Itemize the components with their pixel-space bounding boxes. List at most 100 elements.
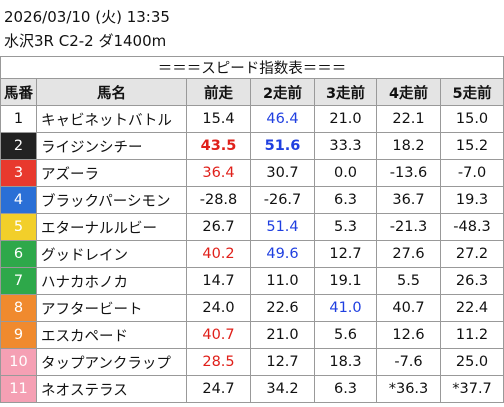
speed-index: 12.6 [376,321,441,349]
horse-name: ライジンシチー [36,132,187,160]
column-header: 3走前 [314,78,377,106]
horse-row: 7 ハナカホノカ 14.7 11.0 19.1 5.5 26.3 [0,267,504,295]
column-header: 4走前 [376,78,441,106]
horse-name: アズーラ [36,159,187,187]
header-row: 馬番 馬名 前走 2走前 3走前 4走前 5走前 [0,78,504,106]
speed-index: 27.6 [376,240,441,268]
speed-index: -21.3 [376,213,441,241]
horse-row: 2 ライジンシチー 43.5 51.6 33.3 18.2 15.2 [0,132,504,160]
speed-index: 30.7 [250,159,315,187]
speed-index: 19.3 [439,186,504,214]
horse-name: ネオステラス [36,375,187,403]
speed-index: 43.5 [186,132,251,160]
datetime: 2026/03/10 (火) 13:35 [4,8,170,26]
speed-index: 15.4 [186,105,251,133]
speed-index: 15.0 [439,105,504,133]
speed-index: *36.3 [376,375,441,403]
column-header: 2走前 [250,78,315,106]
speed-index: 26.3 [439,267,504,295]
speed-index: 6.3 [314,375,377,403]
speed-index: 12.7 [250,348,315,376]
speed-index: -7.0 [439,159,504,187]
speed-index: -48.3 [439,213,504,241]
speed-index: 21.0 [250,321,315,349]
horse-name: キャビネットバトル [36,105,187,133]
speed-index: 11.2 [439,321,504,349]
column-header: 5走前 [439,78,504,106]
horse-number: 5 [0,213,37,241]
horse-number: 10 [0,348,37,376]
horse-name: ハナカホノカ [36,267,187,295]
table-title: ＝＝＝スピード指数表＝＝＝ [0,56,504,79]
speed-index: 25.0 [439,348,504,376]
horse-row: 1 キャビネットバトル 15.4 46.4 21.0 22.1 15.0 [0,105,504,133]
horse-name: ブラックパーシモン [36,186,187,214]
speed-index: 5.3 [314,213,377,241]
speed-index: -26.7 [250,186,315,214]
horse-number: 8 [0,294,37,322]
horse-row: 10 タップアンクラップ 28.5 12.7 18.3 -7.6 25.0 [0,348,504,376]
speed-index: 18.3 [314,348,377,376]
speed-index: 18.2 [376,132,441,160]
speed-index: -28.8 [186,186,251,214]
speed-index: 22.1 [376,105,441,133]
horse-row: 5 エターナルルビー 26.7 51.4 5.3 -21.3 -48.3 [0,213,504,241]
speed-index: 24.7 [186,375,251,403]
speed-index: 6.3 [314,186,377,214]
horse-number: 3 [0,159,37,187]
speed-index: 26.7 [186,213,251,241]
horse-number: 4 [0,186,37,214]
speed-index: 12.7 [314,240,377,268]
horse-name: グッドレイン [36,240,187,268]
speed-index: 24.0 [186,294,251,322]
speed-index: 5.5 [376,267,441,295]
speed-index: 22.6 [250,294,315,322]
horse-number: 9 [0,321,37,349]
horse-number: 11 [0,375,37,403]
column-header: 馬名 [36,78,187,106]
speed-index: 0.0 [314,159,377,187]
speed-index: 19.1 [314,267,377,295]
horse-number: 1 [0,105,37,133]
speed-index: 40.7 [376,294,441,322]
speed-index: 34.2 [250,375,315,403]
horse-row: 3 アズーラ 36.4 30.7 0.0 -13.6 -7.0 [0,159,504,187]
horse-name: アフタービート [36,294,187,322]
speed-index: *37.7 [439,375,504,403]
speed-index: 49.6 [250,240,315,268]
speed-index: 40.7 [186,321,251,349]
speed-index: -13.6 [376,159,441,187]
speed-index: 46.4 [250,105,315,133]
horse-row: 8 アフタービート 24.0 22.6 41.0 40.7 22.4 [0,294,504,322]
speed-index: 15.2 [439,132,504,160]
speed-index: 36.4 [186,159,251,187]
speed-index: 14.7 [186,267,251,295]
column-header: 馬番 [0,78,37,106]
horse-name: エターナルルビー [36,213,187,241]
horse-row: 4 ブラックパーシモン -28.8 -26.7 6.3 36.7 19.3 [0,186,504,214]
speed-table: ＝＝＝スピード指数表＝＝＝ 馬番 馬名 前走 2走前 3走前 4走前 5走前 1 キャビネットバ… [0,56,504,403]
speed-index: 28.5 [186,348,251,376]
horse-row: 9 エスカペード 40.7 21.0 5.6 12.6 11.2 [0,321,504,349]
speed-index: 22.4 [439,294,504,322]
horse-row: 6 グッドレイン 40.2 49.6 12.7 27.6 27.2 [0,240,504,268]
speed-index: 5.6 [314,321,377,349]
speed-index: 27.2 [439,240,504,268]
speed-index: 33.3 [314,132,377,160]
speed-index: 51.6 [250,132,315,160]
speed-index: 11.0 [250,267,315,295]
speed-index: 40.2 [186,240,251,268]
speed-index: 36.7 [376,186,441,214]
speed-index: 51.4 [250,213,315,241]
speed-index: 21.0 [314,105,377,133]
horse-number: 6 [0,240,37,268]
race-info: 水沢3R C2-2 ダ1400m [4,32,167,50]
speed-index: 41.0 [314,294,377,322]
speed-index: -7.6 [376,348,441,376]
horse-name: エスカペード [36,321,187,349]
horse-number: 2 [0,132,37,160]
column-header: 前走 [186,78,251,106]
horse-number: 7 [0,267,37,295]
horse-name: タップアンクラップ [36,348,187,376]
